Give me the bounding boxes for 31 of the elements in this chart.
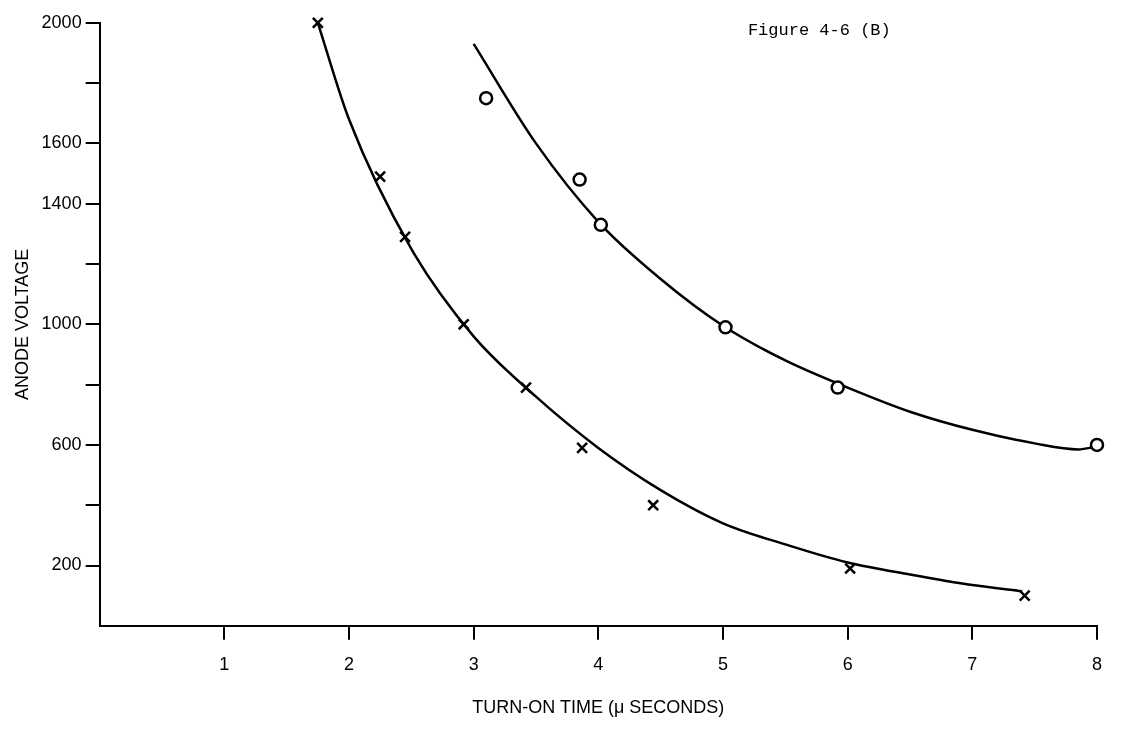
x-tick-label: 7 [967, 653, 978, 674]
y-tick-label: 1000 [41, 313, 82, 334]
point [575, 441, 589, 455]
x-tick-label: 3 [468, 653, 479, 674]
point [843, 562, 857, 575]
point [593, 217, 609, 233]
x-axis-title: TURN-ON TIME (μ SECONDS) [472, 697, 725, 718]
x-tick-label: 1 [219, 653, 230, 674]
y-axis-title: ANODE VOLTAGE [11, 248, 32, 400]
point [457, 318, 470, 331]
y-tick-label: 200 [51, 554, 82, 575]
point [718, 320, 733, 335]
x-tick-label: 5 [717, 653, 728, 674]
x-tick-label: 4 [593, 653, 604, 674]
y-tick-label: 2000 [41, 11, 82, 32]
point [311, 16, 325, 29]
annotation: Figure 4-6 (B) [747, 21, 891, 41]
point [519, 381, 533, 394]
point [398, 230, 412, 244]
y-tick-label: 1600 [41, 132, 82, 153]
point [646, 499, 660, 512]
x-tick-label: 2 [343, 653, 354, 674]
y-tick-label: 600 [51, 433, 82, 454]
point [830, 380, 845, 395]
point [373, 170, 387, 183]
x-tick-label: 8 [1091, 653, 1102, 674]
x-tick-label: 6 [842, 653, 853, 674]
point [572, 172, 587, 187]
point [478, 90, 494, 106]
point [1089, 437, 1105, 453]
y-tick-label: 1400 [41, 192, 82, 213]
